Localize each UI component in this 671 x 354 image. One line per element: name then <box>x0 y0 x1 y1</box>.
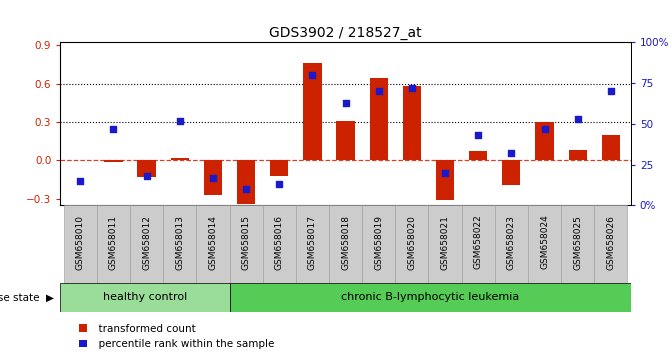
Text: GSM658017: GSM658017 <box>308 215 317 270</box>
Text: GSM658011: GSM658011 <box>109 215 118 270</box>
Bar <box>170 158 189 160</box>
Point <box>506 150 517 156</box>
Bar <box>197 205 229 283</box>
Text: GSM658015: GSM658015 <box>242 215 250 270</box>
Text: GSM658023: GSM658023 <box>507 215 516 269</box>
Text: GSM658025: GSM658025 <box>573 215 582 269</box>
Bar <box>303 63 321 160</box>
Bar <box>329 205 362 283</box>
Point <box>539 126 550 132</box>
Bar <box>403 86 421 160</box>
Text: GSM658010: GSM658010 <box>76 215 85 270</box>
Text: GSM658019: GSM658019 <box>374 215 383 270</box>
Text: healthy control: healthy control <box>103 292 187 302</box>
Text: GSM658020: GSM658020 <box>407 215 417 269</box>
Point <box>274 181 285 187</box>
Point <box>340 100 351 105</box>
Point <box>572 116 583 122</box>
Bar <box>462 205 495 283</box>
Text: GSM658024: GSM658024 <box>540 215 549 269</box>
Bar <box>336 121 355 160</box>
Bar <box>528 205 561 283</box>
Text: chronic B-lymphocytic leukemia: chronic B-lymphocytic leukemia <box>341 292 519 302</box>
Text: GSM658018: GSM658018 <box>341 215 350 270</box>
Point <box>605 88 616 94</box>
Bar <box>229 205 262 283</box>
Bar <box>362 205 395 283</box>
Bar <box>595 205 627 283</box>
Bar <box>503 160 521 185</box>
Point <box>440 170 450 176</box>
Bar <box>237 160 255 204</box>
Point <box>141 173 152 179</box>
Bar <box>270 160 289 176</box>
Text: GSM658026: GSM658026 <box>607 215 615 269</box>
Bar <box>229 283 631 312</box>
Text: GSM658021: GSM658021 <box>441 215 450 269</box>
Text: GSM658016: GSM658016 <box>274 215 284 270</box>
Bar <box>104 160 123 162</box>
Bar <box>395 205 429 283</box>
Bar <box>568 150 587 160</box>
Bar <box>495 205 528 283</box>
Point <box>473 132 484 138</box>
Bar <box>97 205 130 283</box>
Text: GSM658014: GSM658014 <box>209 215 217 269</box>
Text: GSM658012: GSM658012 <box>142 215 151 269</box>
Bar <box>130 205 163 283</box>
Bar <box>204 160 222 195</box>
Point <box>241 186 252 192</box>
Text: GSM658022: GSM658022 <box>474 215 482 269</box>
Bar <box>561 205 595 283</box>
Point <box>174 118 185 124</box>
Bar <box>163 205 197 283</box>
Bar <box>436 160 454 200</box>
Legend:   transformed count,   percentile rank within the sample: transformed count, percentile rank withi… <box>79 324 274 349</box>
Point <box>207 175 218 181</box>
Bar <box>469 152 487 160</box>
Text: disease state  ▶: disease state ▶ <box>0 292 54 302</box>
Bar <box>262 205 296 283</box>
Point <box>373 88 384 94</box>
Bar <box>429 205 462 283</box>
Bar <box>64 205 97 283</box>
Point <box>307 72 318 78</box>
Bar <box>138 160 156 177</box>
Point <box>75 178 86 184</box>
Bar <box>296 205 329 283</box>
Title: GDS3902 / 218527_at: GDS3902 / 218527_at <box>269 26 422 40</box>
Bar <box>370 78 388 160</box>
Bar <box>602 135 620 160</box>
Bar <box>535 122 554 160</box>
Bar <box>60 283 229 312</box>
Point <box>407 85 417 91</box>
Text: GSM658013: GSM658013 <box>175 215 185 270</box>
Point <box>108 126 119 132</box>
